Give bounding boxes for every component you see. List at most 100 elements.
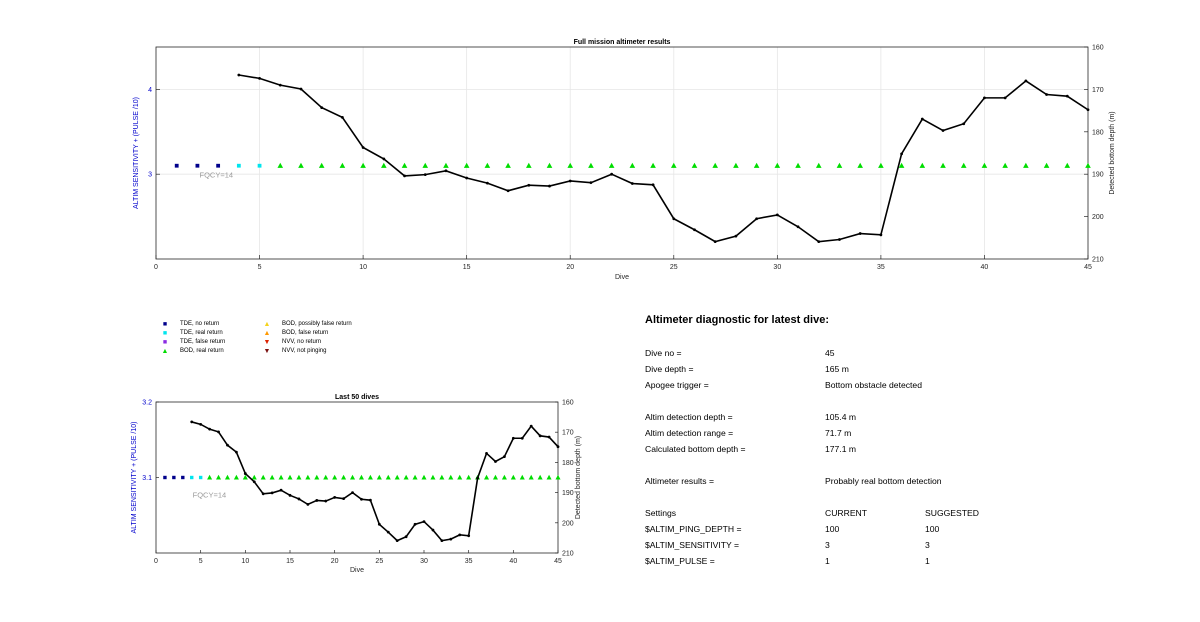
y-left-tick-label: 4 [148, 87, 152, 94]
bod-marker [360, 162, 366, 168]
legend-item: ▲ BOD, false return [260, 329, 329, 338]
bod-marker [960, 162, 967, 168]
bod-marker [224, 474, 230, 480]
x-tick-label: 35 [877, 264, 885, 271]
bottom-depth-point [341, 115, 344, 119]
legend-item: ▼ NVV, no return [260, 338, 322, 347]
bod-marker [1043, 162, 1050, 168]
bottom-depth-point [610, 172, 614, 176]
bottom-depth-point [548, 184, 551, 188]
legend-label: TDE, no return [180, 321, 220, 327]
legend-item: ■ TDE, no return [158, 320, 219, 329]
bottom-depth-point [360, 497, 363, 501]
fqcy-annotation: FQCY=14 [193, 491, 227, 500]
legend-item: ■ TDE, real return [158, 329, 223, 338]
diagnostic-label: Altim detection depth = [645, 412, 733, 422]
bod-marker [207, 474, 213, 480]
x-tick-label: 20 [331, 558, 339, 565]
bod-marker [546, 474, 552, 480]
bod-marker [298, 162, 304, 168]
bottom-depth-point [529, 424, 533, 428]
diagnostic-label: Settings [645, 508, 677, 518]
bod-marker [350, 474, 356, 480]
bottom-depth-point [630, 182, 634, 185]
legend-label: TDE, false return [180, 339, 226, 345]
bod-marker [439, 474, 445, 480]
bod-marker [277, 162, 284, 168]
bod-marker [878, 162, 884, 168]
diagnostic-row: Dive no = 45 [645, 348, 1165, 360]
bottom-depth-line [191, 421, 559, 542]
bottom-depth-point [261, 492, 265, 496]
bottom-depth-point [494, 460, 497, 463]
bottom-depth-point [190, 420, 194, 424]
bod-marker [216, 474, 222, 480]
bottom-depth-point [858, 232, 862, 235]
tde-marker [174, 163, 179, 168]
x-tick-label: 45 [1084, 264, 1092, 271]
tde-marker [181, 475, 185, 480]
bod-marker [421, 474, 427, 480]
diagnostic-label: Dive depth = [645, 364, 694, 374]
bottom-depth-point [431, 528, 435, 532]
bottom-depth-point [1024, 79, 1028, 83]
diagnostic-value: Probably real bottom detection [825, 476, 942, 486]
bod-marker [332, 474, 338, 480]
legend-marker-icon: ▲ [263, 330, 271, 337]
legend-label: NVV, no return [282, 339, 322, 345]
x-tick-label: 40 [509, 558, 517, 565]
bod-marker [857, 162, 863, 168]
bottom-depth-point [361, 146, 365, 149]
bod-marker [381, 162, 387, 168]
bottom-depth-point [755, 217, 759, 221]
y-right-tick-label: 190 [1092, 172, 1104, 179]
bottom-depth-point [386, 530, 390, 534]
tde-marker [216, 163, 221, 168]
legend-label: NVV, not pinging [282, 348, 327, 354]
bottom-depth-point [556, 445, 560, 449]
bottom-depth-point [900, 152, 903, 156]
bod-marker [774, 162, 781, 168]
legend-marker-icon: ▲ [263, 321, 271, 328]
bod-marker [412, 474, 418, 480]
bottom-depth-point [476, 476, 479, 480]
legend-item: ▼ NVV, not pinging [260, 347, 327, 356]
bod-marker [546, 162, 553, 168]
fqcy-annotation: FQCY=14 [199, 171, 233, 180]
diagnostic-row: Settings CURRENT SUGGESTED [645, 508, 1165, 520]
diagnostic-value: CURRENT [825, 508, 868, 518]
bod-marker [401, 162, 408, 168]
bod-marker [555, 474, 561, 480]
bottom-depth-point [279, 488, 283, 492]
bottom-depth-point [444, 169, 448, 173]
x-tick-label: 40 [981, 264, 989, 271]
bottom-depth-point [208, 427, 212, 431]
bod-marker [505, 162, 511, 168]
diagnostic-suggested-value: 100 [925, 524, 940, 534]
diagnostic-row: $ALTIM_SENSITIVITY = 3 3 [645, 540, 1165, 552]
bottom-depth-point [351, 491, 354, 494]
y-right-tick-label: 160 [562, 400, 574, 407]
bod-marker [422, 162, 429, 168]
diagnostic-value: Bottom obstacle detected [825, 380, 922, 390]
bottom-depth-point [547, 435, 551, 439]
legend-item: ■ TDE, false return [158, 338, 225, 347]
legend-item: ▲ BOD, possibly false return [260, 320, 352, 329]
legend-marker-icon: ▲ [161, 348, 169, 355]
bottom-depth-point [252, 480, 256, 484]
bod-marker [367, 474, 373, 480]
legend-marker-icon: ■ [162, 321, 168, 328]
bottom-depth-point [237, 73, 241, 77]
bottom-depth-point [333, 496, 337, 499]
legend-label: BOD, real return [180, 348, 224, 354]
bottom-depth-point [672, 217, 676, 221]
bod-marker [1085, 162, 1091, 168]
legend-marker-icon: ■ [162, 339, 168, 346]
plot-frame [155, 46, 1089, 260]
bod-marker [260, 474, 266, 480]
x-tick-label: 0 [154, 558, 158, 565]
bod-marker [670, 162, 677, 168]
legend-marker-icon: ▼ [263, 339, 271, 346]
bod-marker [376, 474, 382, 480]
bod-marker [1064, 162, 1071, 168]
